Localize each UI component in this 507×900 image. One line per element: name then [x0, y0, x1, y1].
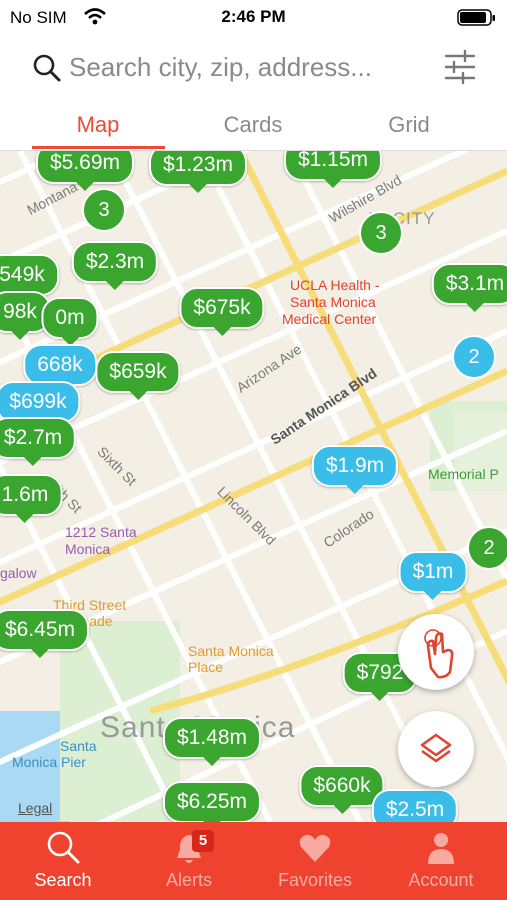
carrier: No SIM: [10, 8, 67, 27]
nav-label: Alerts: [165, 870, 212, 890]
price-pin[interactable]: $1.15m: [283, 151, 383, 188]
nav-favorites[interactable]: Favorites: [252, 822, 378, 900]
draw-search-button[interactable]: [398, 614, 474, 690]
price-pin[interactable]: 668k: [23, 344, 97, 393]
map-label: Santa Monica: [188, 643, 274, 659]
search-bar[interactable]: Search city, zip, address...: [0, 40, 507, 96]
map-label: Medical Center: [282, 311, 377, 327]
nav-label: Account: [408, 870, 474, 890]
nav-label: Search: [34, 870, 92, 890]
price-pin[interactable]: $6.45m: [0, 609, 90, 658]
price-pin[interactable]: $1.48m: [162, 717, 262, 766]
price-pin[interactable]: $2.5m: [371, 789, 459, 822]
map-label: Monica Pier: [12, 754, 86, 770]
status-bar: No SIM 2:46 PM: [0, 0, 507, 34]
price-pin[interactable]: $1.9m: [311, 445, 399, 494]
price-pin[interactable]: 0m: [41, 297, 99, 346]
price-pin[interactable]: 1.6m: [0, 474, 63, 523]
price-pin[interactable]: $1m: [398, 551, 468, 600]
hand-icon: [424, 629, 454, 679]
price-pin[interactable]: $660k: [299, 765, 385, 814]
search-placeholder[interactable]: Search city, zip, address...: [69, 52, 372, 82]
price-pin[interactable]: $6.25m: [162, 781, 262, 822]
map-label: Santa Monica: [290, 294, 376, 310]
cluster-pin[interactable]: 3: [359, 211, 403, 255]
map-label: Santa: [60, 738, 97, 754]
price-pin[interactable]: $2.7m: [0, 417, 77, 466]
nav-favorites-icon: [299, 834, 331, 862]
price-pin[interactable]: $2.3m: [71, 241, 159, 290]
nav-account-icon: [428, 833, 454, 864]
search-icon: [33, 54, 61, 82]
price-pin[interactable]: $5.69m: [35, 151, 135, 191]
price-pin[interactable]: $3.1m: [431, 263, 507, 312]
price-pin[interactable]: $699k: [0, 381, 81, 430]
nav-account[interactable]: Account: [378, 822, 504, 900]
map-label: Legal: [18, 800, 53, 816]
tab-grid[interactable]: Grid: [388, 112, 430, 137]
price-pin[interactable]: 549k: [0, 254, 59, 303]
layers-icon: [420, 733, 452, 763]
map-label: 1212 Santa: [65, 524, 137, 540]
battery-icon: [457, 9, 495, 26]
clock: 2:46 PM: [221, 7, 286, 26]
layers-button[interactable]: [398, 711, 474, 787]
tab-indicator: [32, 146, 165, 149]
price-pin[interactable]: $675k: [179, 287, 265, 336]
view-tabs: Map Cards Grid: [0, 100, 507, 151]
price-pin[interactable]: $1.23m: [148, 151, 248, 193]
bottom-nav: Search 5 Alerts Favorites Account: [0, 822, 507, 900]
cluster-pin[interactable]: 2: [467, 526, 507, 570]
price-pin[interactable]: $659k: [95, 351, 181, 400]
cluster-pin[interactable]: 2: [452, 335, 496, 379]
tab-map[interactable]: Map: [76, 112, 120, 137]
nav-label: Favorites: [277, 870, 353, 890]
tab-cards[interactable]: Cards: [223, 112, 283, 137]
alerts-badge: 5: [192, 830, 214, 852]
map-label: UCLA Health -: [290, 277, 380, 293]
map[interactable]: Montana Wilshire Blvd ID CITY UCLA Health -…: [0, 151, 507, 822]
nav-search[interactable]: Search: [0, 822, 126, 900]
map-streets: [0, 151, 507, 822]
nav-alerts[interactable]: 5 Alerts: [126, 822, 252, 900]
map-label: Place: [188, 659, 224, 675]
nav-search-icon: [47, 831, 80, 864]
map-label: Monica: [65, 541, 111, 557]
filter-button[interactable]: [443, 49, 477, 85]
map-label: Memorial P: [428, 466, 499, 482]
map-label: galow: [0, 565, 37, 581]
cluster-pin[interactable]: 3: [82, 188, 126, 232]
wifi-icon: [84, 8, 106, 25]
